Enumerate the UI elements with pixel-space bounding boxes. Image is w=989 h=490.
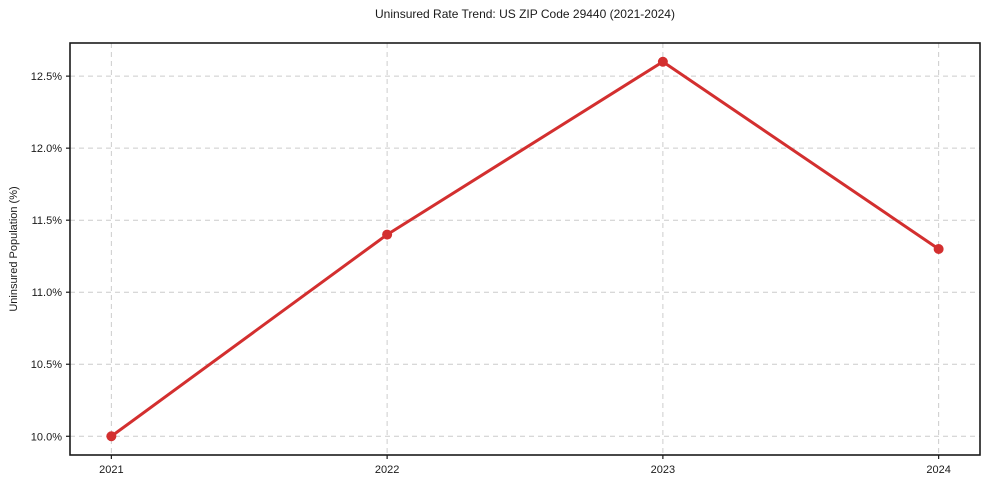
x-tick-label: 2021 <box>99 464 123 476</box>
x-tick-label: 2022 <box>375 464 399 476</box>
y-tick-label: 11.0% <box>32 287 63 299</box>
y-tick-label: 12.5% <box>31 71 62 83</box>
y-tick-label: 11.5% <box>32 215 63 227</box>
y-tick-label: 12.0% <box>31 143 62 155</box>
data-point-marker <box>933 244 944 254</box>
trend-line <box>109 60 941 438</box>
x-tick-label: 2023 <box>651 464 675 476</box>
x-tick-label: 2024 <box>926 464 950 476</box>
y-tick-label: 10.0% <box>31 431 62 443</box>
data-point-marker <box>106 431 117 442</box>
data-point-marker <box>382 229 393 240</box>
data-point-marker <box>657 56 668 67</box>
y-tick-label: 10.5% <box>31 359 62 371</box>
plot-border <box>69 42 981 456</box>
chart-title: Uninsured Rate Trend: US ZIP Code 29440 … <box>375 7 675 21</box>
